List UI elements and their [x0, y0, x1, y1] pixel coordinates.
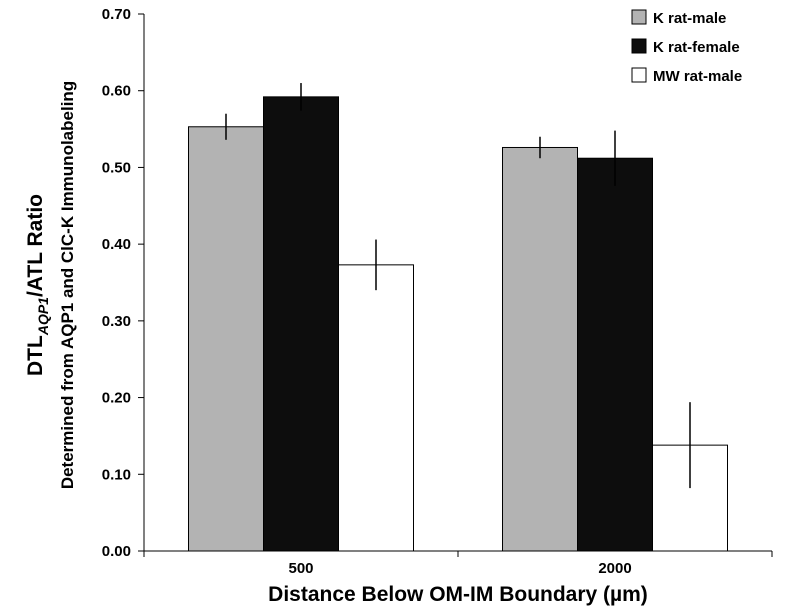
y-tick-label: 0.50 — [102, 159, 131, 176]
y-axis-title-main: DTLAQP1/ATL Ratio — [24, 194, 51, 376]
bar — [263, 96, 339, 552]
legend-label: K rat-female — [653, 39, 740, 56]
legend-swatch — [631, 67, 647, 83]
y-tick-label: 0.60 — [102, 83, 131, 100]
legend-swatch — [631, 38, 647, 54]
legend: K rat-male K rat-female MW rat-male — [631, 9, 742, 85]
x-ticks: 500 2000 — [143, 551, 773, 577]
bar — [502, 146, 578, 552]
y-tick-label: 0.10 — [102, 466, 131, 483]
y-tick-label: 0.40 — [102, 236, 131, 253]
y-tick-label: 0.30 — [102, 313, 131, 330]
bar — [577, 157, 653, 552]
bar — [338, 264, 414, 552]
legend-label: K rat-male — [653, 10, 726, 27]
legend-label: MW rat-male — [653, 68, 742, 85]
y-tick-label: 0.00 — [102, 543, 131, 560]
x-axis-title: Distance Below OM-IM Boundary (µm) — [268, 583, 648, 606]
legend-swatch — [631, 9, 647, 25]
y-ticks: 0.00 0.10 0.20 0.30 0.40 0.50 0.60 0.70 — [102, 6, 144, 560]
x-tick-label: 2000 — [598, 560, 631, 577]
x-tick-label: 500 — [288, 560, 313, 577]
y-tick-label: 0.70 — [102, 6, 131, 23]
bar — [188, 126, 264, 552]
y-axis-title-sub: Determined from AQP1 and ClC-K Immunolab… — [58, 81, 77, 489]
error-bars — [225, 83, 691, 489]
y-tick-label: 0.20 — [102, 390, 131, 407]
bars — [188, 96, 728, 552]
